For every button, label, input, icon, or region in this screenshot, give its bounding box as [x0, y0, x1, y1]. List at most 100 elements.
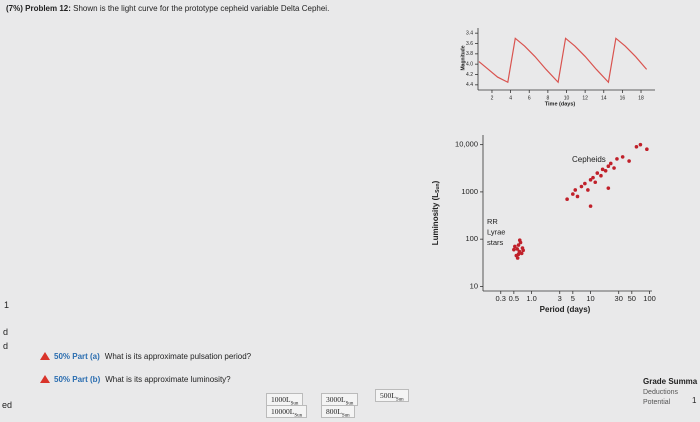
- star-point: [588, 204, 593, 208]
- y-label-main: Luminosity (L: [431, 193, 440, 246]
- star-point: [575, 194, 580, 199]
- y-label-end: ): [431, 180, 440, 183]
- star-point: [583, 181, 587, 186]
- answer-text: 500L: [380, 391, 396, 400]
- star-point: [513, 244, 517, 249]
- x-tick-label: 18: [638, 95, 644, 101]
- answer-text: 3000L: [326, 395, 346, 404]
- rr-lyrae-label: stars: [487, 238, 504, 247]
- sidebar-fragment: d: [3, 341, 9, 351]
- star-point: [638, 142, 643, 147]
- answer-option[interactable]: 10000LSun: [266, 405, 308, 419]
- grade-title: Grade Summa: [643, 377, 698, 386]
- star-point: [516, 252, 521, 257]
- star-point: [516, 243, 521, 247]
- part-question: What is its approximate luminosity?: [105, 375, 231, 384]
- cepheids-label: Cepheids: [572, 155, 606, 164]
- x-axis-label: Time (days): [545, 101, 576, 107]
- warning-icon: [40, 352, 50, 360]
- star-point: [593, 180, 598, 185]
- x-tick-label: 10: [586, 294, 594, 303]
- answer-sub: Sun: [345, 401, 354, 407]
- star-point: [608, 161, 613, 166]
- x-axis-label: Period (days): [540, 305, 591, 314]
- x-tick-label: 12: [582, 95, 588, 101]
- answer-option[interactable]: 3000LSun: [321, 393, 359, 407]
- x-tick-label: 100: [643, 294, 656, 303]
- x-tick-label: 2: [491, 95, 494, 101]
- answer-text: 10000L: [271, 407, 295, 416]
- answer-option[interactable]: 800LSun: [321, 405, 355, 419]
- answer-sub: Sun: [395, 397, 404, 403]
- warning-icon: [40, 375, 50, 383]
- answer-sub: Sun: [294, 413, 303, 419]
- x-tick-label: 4: [509, 95, 512, 101]
- star-point: [519, 251, 524, 256]
- y-tick-label: 100: [465, 234, 478, 243]
- x-tick-label: 50: [628, 294, 636, 303]
- problem-text: Shown is the light curve for the prototy…: [73, 4, 330, 13]
- x-tick-label: 5: [571, 294, 575, 303]
- y-tick-label: 3.6: [466, 41, 473, 47]
- star-point: [627, 159, 631, 163]
- x-tick-label: 0.3: [496, 294, 506, 303]
- star-point: [595, 171, 600, 175]
- star-point: [634, 145, 639, 149]
- star-point: [515, 256, 520, 260]
- rr-lyrae-label: RR: [487, 217, 498, 226]
- y-tick-label: 4.2: [466, 72, 473, 78]
- star-point: [606, 164, 611, 168]
- star-point: [565, 197, 569, 202]
- sidebar-fragment: d: [3, 327, 9, 337]
- star-point: [591, 175, 595, 180]
- part-question: What is its approximate pulsation period…: [104, 352, 252, 361]
- x-tick-label: 1.0: [526, 294, 536, 303]
- part-label: 50% Part (b): [54, 375, 101, 384]
- star-point: [603, 168, 608, 173]
- star-point: [579, 184, 584, 189]
- y-label-sub: Sun: [435, 183, 441, 192]
- star-point: [612, 166, 616, 170]
- star-point: [573, 188, 578, 192]
- star-point: [571, 192, 575, 196]
- star-point: [517, 238, 522, 243]
- y-tick-label: 10: [470, 281, 478, 290]
- light-curve: [478, 37, 648, 84]
- grade-deductions: Deductions: [643, 389, 679, 396]
- rr-lyrae-label: Lyrae: [487, 227, 505, 236]
- y-tick-label: 4.0: [466, 61, 473, 67]
- x-tick-label: 0.5: [509, 294, 519, 303]
- problem-label: (7%) Problem 12:: [6, 4, 71, 13]
- star-point: [599, 173, 603, 178]
- x-tick-label: 8: [546, 95, 549, 101]
- part-label: 50% Part (a): [54, 352, 100, 361]
- sidebar-fragment: ed: [2, 400, 13, 410]
- y-tick-label: 1000: [461, 187, 478, 196]
- part-row: 50% Part (a) What is its approximate puls…: [38, 352, 251, 361]
- y-tick-label: 10,000: [455, 140, 478, 149]
- answer-sub: Sun: [341, 413, 350, 419]
- grade-potential: Potential: [643, 399, 671, 406]
- y-tick-label: 3.8: [466, 51, 473, 57]
- star-point: [620, 155, 625, 159]
- x-tick-label: 10: [564, 95, 570, 101]
- x-tick-label: 14: [601, 95, 607, 101]
- answer-text: 1000L: [271, 395, 291, 404]
- x-tick-label: 6: [528, 95, 531, 101]
- sidebar-fragment: 1: [4, 300, 10, 310]
- answer-option[interactable]: 500LSun: [375, 389, 409, 403]
- y-axis-label: Luminosity (LSun): [431, 180, 441, 245]
- x-tick-label: 16: [620, 95, 626, 101]
- answer-text: 800L: [326, 407, 342, 416]
- grade-value: 1: [692, 396, 697, 405]
- star-point: [521, 248, 525, 253]
- y-tick-label: 4.4: [466, 82, 473, 88]
- star-point: [600, 167, 605, 172]
- star-point: [515, 247, 519, 251]
- x-tick-label: 30: [615, 294, 623, 303]
- star-point: [588, 178, 593, 182]
- y-axis-label: Magnitude: [460, 45, 466, 70]
